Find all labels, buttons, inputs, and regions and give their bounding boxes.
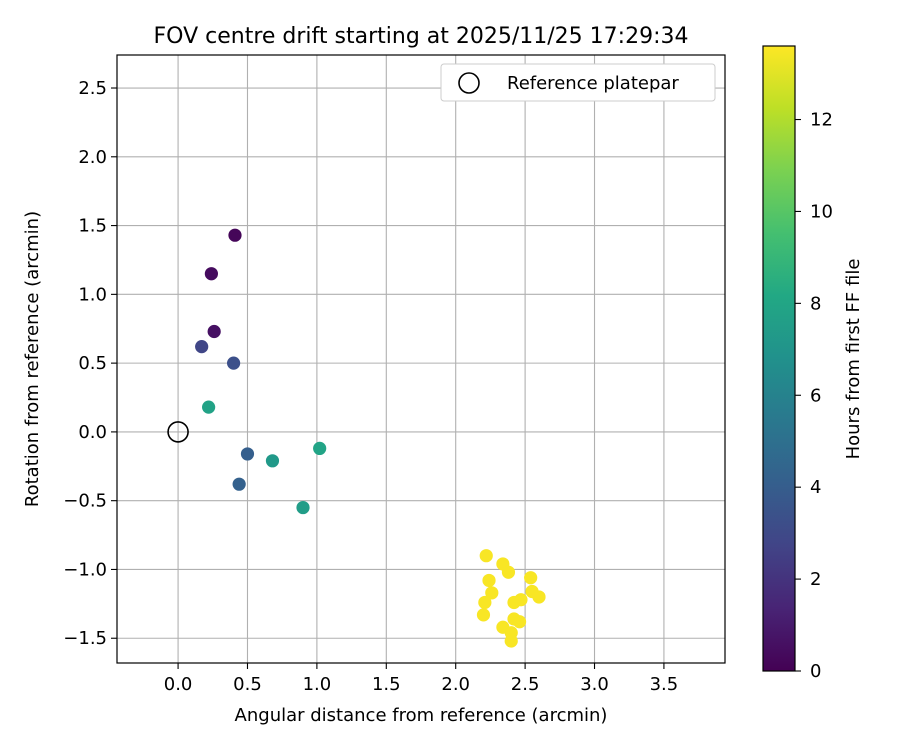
colorbar-tick-label: 12 <box>810 110 833 131</box>
data-point <box>479 549 493 563</box>
x-tick-label: 3.0 <box>580 674 609 695</box>
x-axis-label: Angular distance from reference (arcmin) <box>235 705 608 726</box>
colorbar-label: Hours from first FF file <box>843 259 864 460</box>
colorbar-tick-label: 4 <box>810 477 821 498</box>
data-point <box>232 477 246 491</box>
colorbar: 0 2 4 6 8 10 12 Hours from first FF file <box>762 45 864 682</box>
y-axis-ticks: −1.5 −1.0 −0.5 0.0 0.5 1.0 1.5 2.0 2.5 <box>63 78 117 649</box>
data-point <box>240 447 255 461</box>
data-point <box>265 454 280 468</box>
x-tick-label: 2.0 <box>441 674 470 695</box>
chart-title: FOV centre drift starting at 2025/11/25 … <box>154 24 689 49</box>
colorbar-tick-label: 2 <box>810 569 821 590</box>
data-point <box>482 573 496 588</box>
data-point <box>501 565 516 579</box>
colorbar-gradient <box>762 45 796 672</box>
data-point <box>504 634 518 648</box>
data-point <box>228 228 242 242</box>
x-tick-label: 0.5 <box>233 674 262 695</box>
colorbar-tick-label: 8 <box>810 293 821 314</box>
legend-label: Reference platepar <box>507 73 679 94</box>
y-tick-label: 2.0 <box>78 147 107 168</box>
data-point <box>476 608 491 622</box>
data-points <box>195 228 546 648</box>
x-axis-ticks: 0.0 0.5 1.0 1.5 2.0 2.5 3.0 3.5 <box>164 663 678 695</box>
plot-frame <box>116 54 726 664</box>
data-point <box>227 356 241 370</box>
y-tick-label: −0.5 <box>63 491 107 512</box>
x-tick-label: 0.0 <box>164 674 193 695</box>
data-point <box>507 595 521 610</box>
data-point <box>478 595 492 610</box>
data-point <box>207 324 221 339</box>
colorbar-ticks: 0 2 4 6 8 10 12 <box>795 110 833 682</box>
y-axis-label: Rotation from reference (arcmin) <box>22 211 43 507</box>
colorbar-tick-label: 10 <box>810 201 833 222</box>
data-point <box>313 441 327 456</box>
x-tick-label: 1.0 <box>303 674 332 695</box>
x-tick-label: 2.5 <box>511 674 540 695</box>
data-point <box>485 586 499 600</box>
colorbar-tick-label: 0 <box>810 661 821 682</box>
x-tick-label: 3.5 <box>650 674 679 695</box>
y-tick-label: 1.0 <box>78 284 107 305</box>
y-tick-label: 2.5 <box>78 78 107 99</box>
y-tick-label: −1.5 <box>63 628 107 649</box>
legend-marker-icon <box>458 72 480 94</box>
data-point <box>204 267 218 281</box>
grid <box>117 55 725 663</box>
y-tick-label: 1.5 <box>78 216 107 237</box>
y-tick-label: 0.5 <box>78 353 107 374</box>
legend-box <box>440 63 716 102</box>
x-tick-label: 1.5 <box>372 674 401 695</box>
y-tick-label: 0.0 <box>78 422 107 443</box>
data-point <box>296 500 310 515</box>
legend: Reference platepar <box>440 63 716 102</box>
data-point <box>532 590 546 604</box>
data-point <box>202 400 216 414</box>
data-point <box>195 340 209 354</box>
data-point <box>512 615 527 629</box>
y-tick-label: −1.0 <box>63 559 107 580</box>
reference-marker <box>167 421 189 443</box>
colorbar-tick-label: 6 <box>810 385 821 406</box>
data-point <box>524 571 538 585</box>
